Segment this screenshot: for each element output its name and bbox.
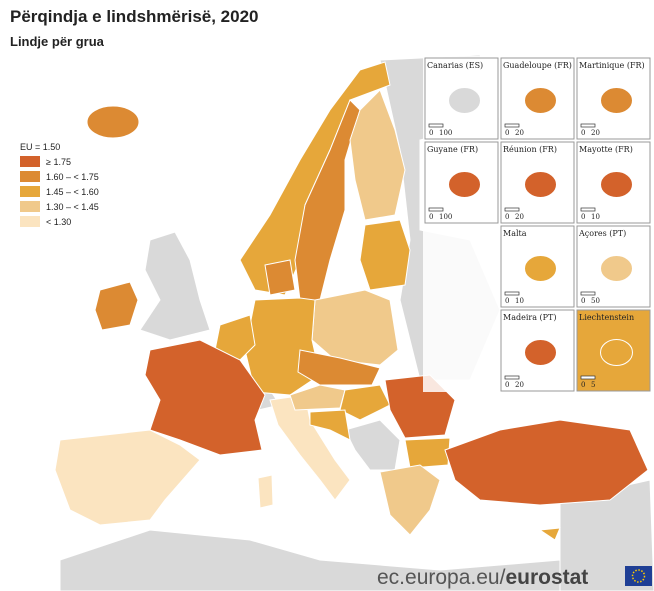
footer-source: ec.europa.eu/eurostat xyxy=(377,566,588,589)
legend-swatch xyxy=(20,171,40,182)
legend-label: 1.30 – < 1.45 xyxy=(46,202,99,212)
scale-label: 50 xyxy=(591,297,600,305)
inset-shape xyxy=(448,87,481,114)
inset-label: Réunion (FR) xyxy=(503,145,557,154)
scale-bar xyxy=(580,375,596,380)
inset-shape xyxy=(524,171,557,198)
scale-bar xyxy=(504,291,520,296)
eu-stars xyxy=(631,569,646,583)
scale-label: 20 xyxy=(515,381,524,389)
cyprus xyxy=(538,527,561,541)
land-uk xyxy=(139,231,211,341)
scale-label: 0 xyxy=(505,129,509,137)
scale-label: 10 xyxy=(515,297,524,305)
scale-bar xyxy=(580,207,596,212)
eu-flag xyxy=(625,566,652,586)
germany xyxy=(244,297,321,396)
scale-bar xyxy=(580,291,596,296)
legend: EU = 1.50 ≥ 1.75 1.60 – < 1.75 1.45 – < 1.… xyxy=(20,142,99,227)
scale-label: 0 xyxy=(581,297,585,305)
hungary xyxy=(339,384,391,421)
scale-bar xyxy=(504,123,520,128)
inset-shape xyxy=(448,171,481,198)
legend-label: ≥ 1.75 xyxy=(46,157,71,167)
scale-label: 20 xyxy=(515,129,524,137)
scale-label: 20 xyxy=(515,213,524,221)
sweden xyxy=(294,99,361,301)
inset-shape xyxy=(524,255,557,282)
scale-label: 0 xyxy=(581,213,585,221)
scale-label: 0 xyxy=(581,381,585,389)
greece xyxy=(379,464,441,536)
footer-brand: eurostat xyxy=(505,566,588,589)
czechia-slovakia xyxy=(297,349,381,386)
sardinia xyxy=(257,474,274,509)
ireland xyxy=(94,281,139,331)
inset-shape xyxy=(600,87,633,114)
scale-bar xyxy=(428,123,444,128)
legend-title: EU = 1.50 xyxy=(20,142,60,152)
scale-bar xyxy=(580,123,596,128)
scale-label: 100 xyxy=(439,129,452,137)
title: Përqindja e lindshmërisë, 2020 xyxy=(10,7,259,26)
inset-label: Canarias (ES) xyxy=(427,61,483,70)
scale-label: 0 xyxy=(581,129,585,137)
bulgaria xyxy=(404,437,451,469)
scale-label: 0 xyxy=(429,213,433,221)
land-africa xyxy=(59,529,561,591)
iberia xyxy=(54,429,201,526)
scale-label: 0 xyxy=(505,297,509,305)
croatia-slovenia xyxy=(309,409,351,441)
legend-swatch xyxy=(20,201,40,212)
legend-label: 1.60 – < 1.75 xyxy=(46,172,99,182)
inset-label: Martinique (FR) xyxy=(579,61,645,70)
scale-label: 5 xyxy=(591,381,595,389)
legend-swatch xyxy=(20,186,40,197)
inset-label: Açores (PT) xyxy=(578,229,626,238)
inset-label: Madeira (PT) xyxy=(503,313,556,322)
footer: ec.europa.eu/eurostat xyxy=(377,566,652,589)
baltics xyxy=(359,219,411,291)
benelux xyxy=(214,314,256,361)
scale-label: 0 xyxy=(429,129,433,137)
scale-bar xyxy=(504,375,520,380)
france xyxy=(144,339,266,456)
inset-shape xyxy=(600,171,633,198)
footer-domain: ec.europa.eu/ xyxy=(377,566,506,589)
inset-label: Liechtenstein xyxy=(579,313,634,322)
scale-label: 10 xyxy=(591,213,600,221)
legend-swatch xyxy=(20,156,40,167)
scale-bar xyxy=(428,207,444,212)
scale-bar xyxy=(504,207,520,212)
subtitle: Lindje për grua xyxy=(10,34,105,49)
turkey xyxy=(444,419,649,506)
inset-label: Mayotte (FR) xyxy=(579,145,633,154)
inset-shape xyxy=(524,87,557,114)
denmark xyxy=(264,259,296,296)
inset-label: Guadeloupe (FR) xyxy=(503,61,572,70)
legend-swatch xyxy=(20,216,40,227)
iceland xyxy=(86,105,140,139)
scale-label: 100 xyxy=(439,213,452,221)
scale-label: 20 xyxy=(591,129,600,137)
finland xyxy=(349,89,406,221)
scale-label: 0 xyxy=(505,381,509,389)
inset-label: Malta xyxy=(503,229,527,238)
inset-shape xyxy=(600,255,633,282)
inset-shape xyxy=(524,339,557,366)
base-map xyxy=(54,54,654,591)
legend-label: 1.45 – < 1.60 xyxy=(46,187,99,197)
inset-label: Guyane (FR) xyxy=(427,145,478,154)
scale-label: 0 xyxy=(505,213,509,221)
poland xyxy=(311,289,399,366)
inset-shape xyxy=(600,339,633,366)
legend-label: < 1.30 xyxy=(46,217,71,227)
